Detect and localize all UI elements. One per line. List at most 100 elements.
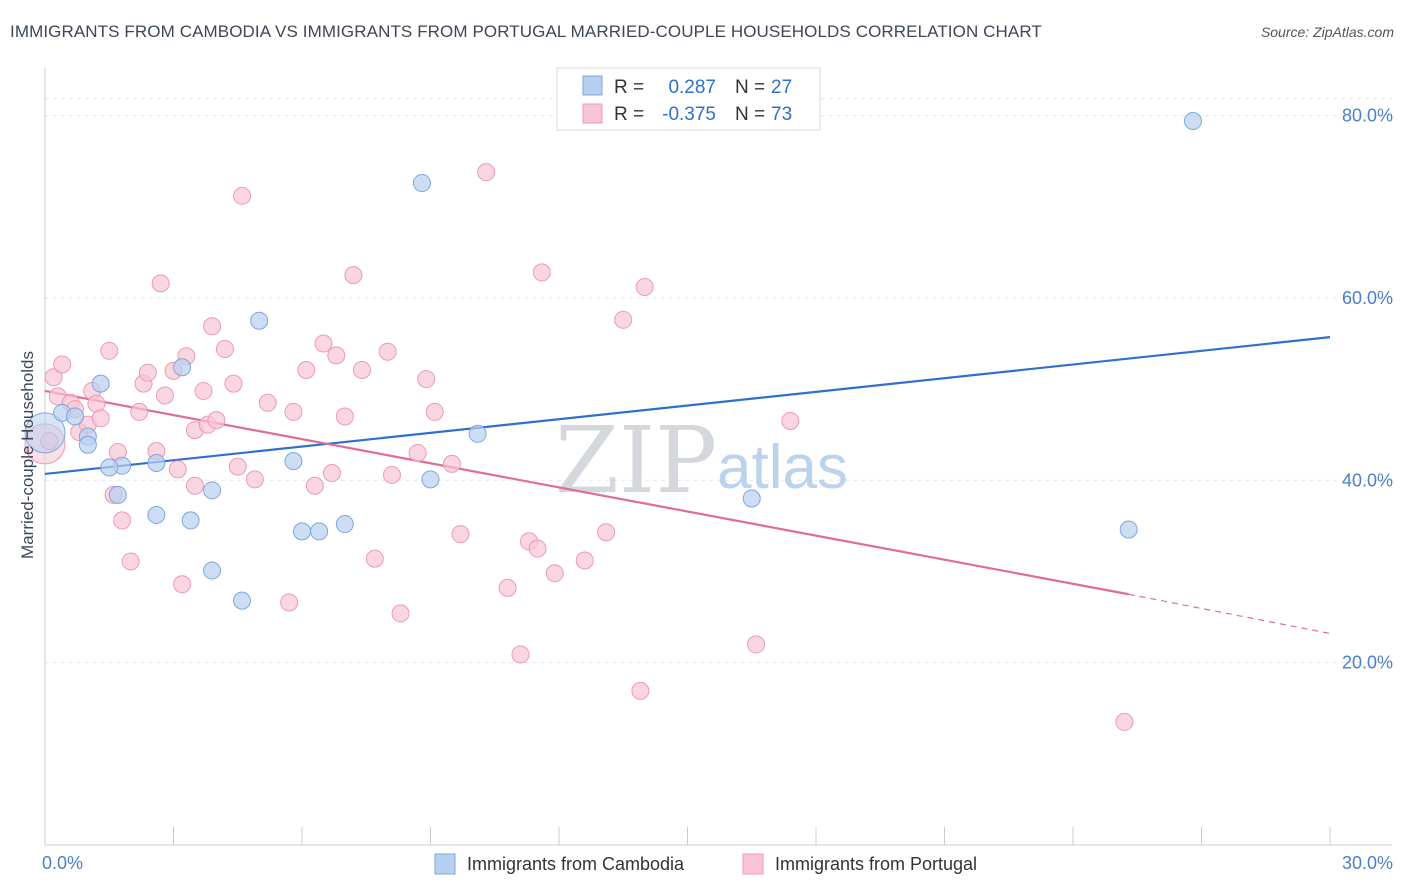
point-portugal <box>130 402 149 421</box>
point-cambodia <box>100 458 119 477</box>
point-cambodia <box>91 374 110 393</box>
point-portugal <box>245 470 264 489</box>
point-cambodia <box>147 453 166 472</box>
point-portugal <box>121 552 140 571</box>
point-cambodia <box>181 511 200 530</box>
trend-line-portugal-extension <box>1128 593 1331 635</box>
point-portugal <box>408 443 427 462</box>
point-portugal <box>511 645 530 664</box>
point-cambodia <box>293 522 311 541</box>
point-cambodia <box>1119 520 1138 539</box>
point-portugal <box>203 317 222 336</box>
point-portugal <box>44 368 63 387</box>
point-portugal <box>228 457 247 476</box>
legend-n-value-cambodia: 27 <box>771 77 792 98</box>
legend-swatch-portugal <box>582 103 603 124</box>
point-portugal <box>138 363 157 382</box>
legend-r-label-cambodia: R = <box>614 77 644 98</box>
point-portugal <box>451 525 470 544</box>
point-portugal <box>305 476 324 495</box>
point-cambodia <box>78 435 97 454</box>
point-portugal <box>113 511 132 530</box>
point-portugal <box>477 163 496 182</box>
y-tick-label: 20.0% <box>1342 653 1393 673</box>
bottom-legend-label-cambodia: Immigrants from Cambodia <box>467 854 685 874</box>
point-portugal <box>258 393 277 412</box>
point-cambodia <box>233 591 252 610</box>
source-label: Source: ZipAtlas.com <box>1260 24 1394 40</box>
point-portugal <box>425 402 444 421</box>
y-tick-labels: 20.0% 40.0% 60.0% 80.0% <box>1342 106 1393 673</box>
point-cambodia <box>108 485 127 504</box>
y-tick-label: 60.0% <box>1342 288 1393 308</box>
point-portugal <box>185 476 204 495</box>
point-portugal <box>365 549 384 568</box>
series-legend: Immigrants from Cambodia Immigrants from… <box>434 853 977 875</box>
point-portugal <box>322 464 341 482</box>
point-portugal <box>168 460 187 479</box>
y-axis-label: Married-couple Households <box>18 351 37 559</box>
point-cambodia <box>65 407 84 426</box>
point-portugal <box>215 340 234 358</box>
trend-line-portugal <box>44 389 1129 596</box>
point-portugal <box>417 370 436 389</box>
point-cambodia <box>24 412 66 454</box>
legend-swatch-cambodia <box>582 75 603 96</box>
legend-r-label-portugal: R = <box>614 104 644 125</box>
bottom-legend-label-portugal: Immigrants from Portugal <box>775 854 977 874</box>
legend-r-value-portugal: -0.375 <box>662 104 716 125</box>
legend-n-label-cambodia: N = <box>735 77 765 98</box>
stats-legend: R = 0.287 N = 27 R = -0.375 N = 73 <box>556 67 821 131</box>
x-tick-max: 30.0% <box>1342 853 1393 873</box>
point-cambodia <box>421 470 440 489</box>
point-portugal <box>352 360 371 379</box>
point-cambodia <box>468 424 487 443</box>
point-portugal <box>297 360 316 379</box>
point-portugal <box>344 266 363 285</box>
point-portugal <box>382 465 401 484</box>
point-cambodia <box>203 481 222 500</box>
point-cambodia <box>412 174 431 193</box>
point-portugal <box>327 346 346 365</box>
point-portugal <box>597 523 616 542</box>
watermark-atlas: atlas <box>717 433 848 502</box>
point-portugal <box>781 412 800 431</box>
point-portugal <box>378 342 397 361</box>
point-portugal <box>100 341 119 360</box>
data-points <box>24 112 1202 731</box>
point-cambodia <box>310 522 329 541</box>
point-portugal <box>91 409 110 428</box>
point-portugal <box>747 635 766 654</box>
gridlines <box>45 98 1392 664</box>
point-portugal <box>155 386 174 405</box>
point-portugal <box>528 539 547 558</box>
point-portugal <box>1115 712 1134 731</box>
bottom-legend-swatch-portugal <box>742 853 764 875</box>
point-portugal <box>631 681 650 700</box>
point-cambodia <box>335 515 354 534</box>
point-cambodia <box>742 489 761 508</box>
point-portugal <box>635 278 654 296</box>
point-portugal <box>194 381 213 400</box>
point-cambodia <box>1183 112 1202 131</box>
point-portugal <box>498 578 517 597</box>
point-portugal <box>151 274 170 293</box>
point-cambodia <box>203 561 222 580</box>
point-portugal <box>233 186 252 205</box>
trend-lines <box>44 336 1331 635</box>
point-portugal <box>224 374 243 393</box>
point-portugal <box>173 575 192 594</box>
y-tick-label: 40.0% <box>1342 470 1393 490</box>
point-portugal <box>545 564 564 583</box>
legend-r-value-cambodia: 0.287 <box>668 77 716 98</box>
point-portugal <box>335 407 354 426</box>
legend-n-label-portugal: N = <box>735 104 765 125</box>
bottom-legend-swatch-cambodia <box>434 853 456 875</box>
trend-line-cambodia <box>44 336 1331 476</box>
point-portugal <box>614 310 633 329</box>
point-portugal <box>280 593 299 612</box>
point-cambodia <box>250 311 269 330</box>
point-portugal <box>575 551 594 570</box>
point-portugal <box>53 355 72 374</box>
